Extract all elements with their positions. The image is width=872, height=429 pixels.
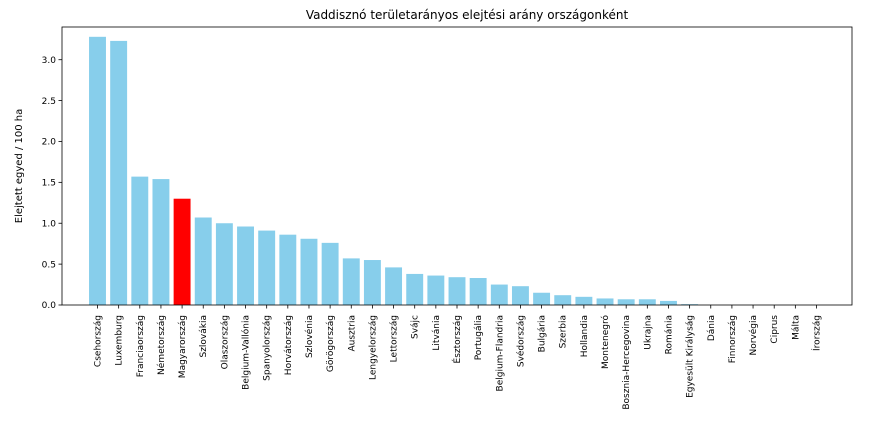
bar-csehorszag <box>89 36 106 306</box>
x-tick-label: Litvánia <box>432 315 442 351</box>
x-tick-label: Lengyelország <box>368 315 378 380</box>
x-tick-label: Hollandia <box>580 315 590 357</box>
x-tick-label: Dánia <box>707 315 717 341</box>
bar-portugalia <box>469 278 487 305</box>
bar-svajc <box>406 273 424 305</box>
bar-svedorszag <box>511 286 529 305</box>
x-tick-label: Svájc <box>411 315 421 339</box>
x-tick-label: Szerbia <box>559 315 569 348</box>
bar-gorogorszag <box>321 242 339 305</box>
x-tick-label: Svédország <box>515 315 526 367</box>
x-tick-label: Románia <box>664 315 674 354</box>
bar-ausztria <box>342 258 360 305</box>
bar-lengyelorszag <box>363 260 381 305</box>
bar-lettorszag <box>385 267 403 305</box>
bar-montenegro <box>596 298 614 305</box>
x-tick-label: Magyarország <box>178 315 188 378</box>
bar-romania <box>660 300 677 305</box>
bar-szerbia <box>554 295 572 305</box>
y-axis-label: Elejtett egyed / 100 ha <box>14 109 25 224</box>
bar-esztorszag <box>448 277 466 305</box>
x-tick-label: Finnország <box>728 315 738 363</box>
x-axis-ticks: Csehország Luxemburg Franciaország Németors… <box>94 305 823 410</box>
plot-frame <box>61 26 853 306</box>
x-tick-label: Észtország <box>451 315 463 363</box>
bar-bulgaria <box>533 292 551 305</box>
x-tick-label: Ukrajna <box>643 315 653 350</box>
x-tick-label: Írország <box>811 315 823 351</box>
x-tick-label: Bosznia-Hercegovina <box>622 315 632 410</box>
x-tick-label: Belgium-Flandria <box>495 315 505 391</box>
y-tick-label: 2.5 <box>42 97 56 107</box>
y-axis-ticks: 0.0 0.5 1.0 1.5 2.0 2.5 3.0 <box>42 56 62 311</box>
bar-belgium-vallonia <box>237 226 254 305</box>
y-tick-label: 2.0 <box>42 138 57 148</box>
bar-franciaorszag <box>131 176 149 305</box>
y-tick-label: 0.5 <box>42 260 56 270</box>
bar-luxemburg <box>110 40 128 306</box>
x-tick-label: Ausztria <box>347 315 357 352</box>
bars <box>89 36 699 306</box>
bar-szlovenia <box>300 238 318 305</box>
x-tick-label: Egyesült Királyság <box>686 315 696 398</box>
bar-szlovakia <box>194 217 212 305</box>
bar-hollandia <box>575 296 593 305</box>
x-tick-label: Málta <box>791 315 801 340</box>
x-tick-label: Szlovénia <box>304 315 315 358</box>
bar-magyarorszag <box>173 198 191 305</box>
x-tick-label: Franciaország <box>136 315 146 377</box>
y-tick-label: 3.0 <box>42 56 57 66</box>
x-tick-label: Horvátország <box>284 315 294 375</box>
x-tick-label: Norvégia <box>748 315 759 356</box>
x-tick-label: Csehország <box>94 315 104 367</box>
x-tick-label: Olaszország <box>220 315 230 369</box>
y-tick-label: 0.0 <box>42 301 57 311</box>
y-tick-label: 1.5 <box>42 179 56 189</box>
x-tick-label: Belgium-Vallónia <box>241 315 252 390</box>
bar-olaszorszag <box>215 223 233 305</box>
x-tick-label: Lettország <box>390 315 400 362</box>
chart-title: Vaddisznó területarányos elejtési arány … <box>306 8 629 22</box>
bar-litvania <box>427 275 445 305</box>
x-tick-label: Portugália <box>474 315 484 360</box>
x-tick-label: Ciprus <box>770 315 780 344</box>
x-tick-label: Szlovákia <box>199 315 209 358</box>
x-tick-label: Luxemburg <box>115 315 125 366</box>
x-tick-label: Görögország <box>326 315 336 372</box>
bar-belgium-flandria <box>490 284 508 305</box>
bar-ukrajna <box>638 299 656 305</box>
bar-horvatorszag <box>279 234 297 305</box>
x-tick-label: Montenegró <box>600 315 611 369</box>
x-tick-label: Németország <box>156 315 167 375</box>
bar-egyesult-kiralysag <box>681 304 699 305</box>
x-tick-label: Spanyolország <box>263 315 273 381</box>
x-tick-label: Bulgária <box>538 315 548 352</box>
y-tick-label: 1.0 <box>42 219 57 229</box>
bar-bosznia-hercegovina <box>617 299 635 305</box>
bar-spanyolorszag <box>258 230 276 305</box>
bar-nemetorszag <box>152 179 170 305</box>
